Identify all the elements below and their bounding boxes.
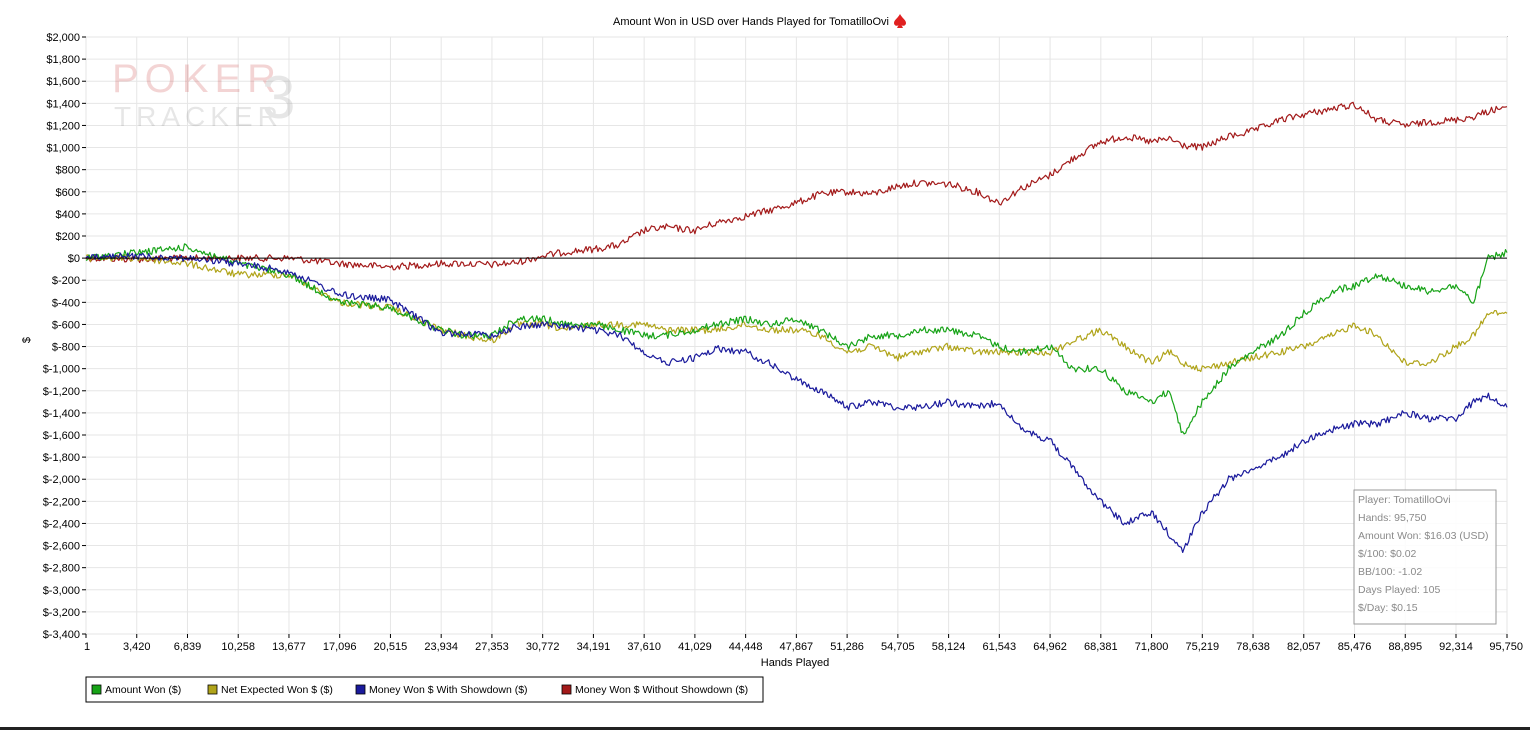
stats-line: Days Played: 105 [1358,584,1440,596]
chart-title: Amount Won in USD over Hands Played for … [613,16,889,28]
y-tick-label: $1,400 [46,98,80,110]
x-tick-label: 30,772 [526,641,560,653]
watermark-poker: POKER [112,57,282,101]
y-tick-label: $400 [56,209,80,221]
x-tick-label: 37,610 [627,641,661,653]
pokertracker-watermark: POKER 3 TRACKER [112,57,295,132]
stats-box-frame [1353,489,1497,625]
watermark-digit: 3 [262,64,295,131]
y-tick-label: $1,200 [46,120,80,132]
y-tick-label: $-800 [52,342,80,354]
y-tick-label: $-2,200 [43,496,80,508]
x-tick-label: 23,934 [424,641,458,653]
x-tick-label: 10,258 [221,641,255,653]
y-axis-label: $ [21,337,33,343]
legend-swatch [561,684,572,695]
x-tick-label: 68,381 [1084,641,1118,653]
legend-label: Money Won $ Without Showdown ($) [575,684,748,696]
legend-label: Money Won $ With Showdown ($) [369,684,528,696]
spade-icon [894,14,906,28]
y-tick-label: $-1,400 [43,408,80,420]
stats-line: $/Day: $0.15 [1358,602,1418,614]
y-tick-label: $0 [68,253,80,265]
x-tick-label: 27,353 [475,641,509,653]
x-tick-label: 41,029 [678,641,712,653]
x-tick-label: 88,895 [1388,641,1422,653]
x-tick-label: 51,286 [830,641,864,653]
x-axis-label: Hands Played [761,657,830,669]
stats-line: Amount Won: $16.03 (USD) [1358,530,1489,542]
y-tick-label: $-2,600 [43,541,80,553]
y-tick-label: $800 [56,165,80,177]
y-tick-label: $1,000 [46,143,80,155]
x-tick-label: 61,543 [983,641,1017,653]
y-tick-label: $-1,200 [43,386,80,398]
x-tick-label: 54,705 [881,641,915,653]
y-tick-label: $-1,600 [43,430,80,442]
x-tick-label: 17,096 [323,641,357,653]
x-tick-label: 20,515 [374,641,408,653]
stats-line: $/100: $0.02 [1358,548,1417,560]
legend-items: Amount Won ($) Net Expected Won $ ($) Mone… [91,684,748,696]
series-lines [85,101,1508,554]
x-tick-label: 44,448 [729,641,763,653]
bottom-border [0,727,1530,730]
legend-swatch [355,684,366,695]
series-line-1 [85,243,1508,435]
y-tick-label: $2,000 [46,32,80,44]
y-tick-label: $-400 [52,297,80,309]
y-tick-label: $-1,800 [43,452,80,464]
y-tick-label: $-3,000 [43,585,80,597]
x-tick-label: 47,867 [780,641,814,653]
y-tick-label: $1,600 [46,76,80,88]
x-tick-label: 64,962 [1033,641,1067,653]
legend-swatch [207,684,218,695]
x-tick-label: 6,839 [174,641,202,653]
legend-label: Amount Won ($) [105,684,181,696]
y-tick-label: $-600 [52,319,80,331]
x-tick-label: 85,476 [1338,641,1372,653]
y-tick-label: $-200 [52,275,80,287]
legend-frame [85,676,764,703]
y-tick-label: $-3,400 [43,629,80,641]
y-tick-label: $200 [56,231,80,243]
stats-line: BB/100: -1.02 [1358,566,1422,578]
y-tick-label: $-1,000 [43,364,80,376]
y-tick-label: $-2,400 [43,518,80,530]
legend-label: Net Expected Won $ ($) [221,684,333,696]
x-tick-label: 13,677 [272,641,306,653]
legend-swatch [91,684,102,695]
watermark-tracker: TRACKER [114,101,283,132]
x-tick-label: 75,219 [1185,641,1219,653]
x-tick-label: 1 [84,641,90,653]
y-tick-label: $-3,200 [43,607,80,619]
x-tick-label: 82,057 [1287,641,1321,653]
stats-lines: Player: TomatilloOvi Hands: 95,750 Amount … [1358,494,1489,614]
stats-line: Player: TomatilloOvi [1358,494,1451,506]
series-line-3 [85,252,1508,554]
stats-box: Player: TomatilloOvi Hands: 95,750 Amount … [1353,489,1497,625]
y-axis-ticks: $2,000 $1,800 $1,600 $1,400 $1,200 $1,000 $800… [43,32,86,641]
x-axis-ticks: 1 3,420 6,839 10,258 13,677 17,096 20,515 23,93… [84,634,1523,653]
legend: Amount Won ($) Net Expected Won $ ($) Mone… [85,676,764,703]
y-tick-label: $600 [56,187,80,199]
x-tick-label: 95,750 [1489,641,1523,653]
x-tick-label: 3,420 [123,641,151,653]
x-tick-label: 58,124 [932,641,966,653]
x-tick-label: 71,800 [1135,641,1169,653]
series-line-2 [85,254,1508,373]
stats-line: Hands: 95,750 [1358,512,1426,524]
y-tick-label: $-2,800 [43,563,80,575]
y-tick-label: $-2,000 [43,474,80,486]
y-tick-label: $1,800 [46,54,80,66]
x-tick-label: 78,638 [1236,641,1270,653]
series-line-4 [85,101,1508,271]
x-tick-label: 34,191 [577,641,611,653]
x-tick-label: 92,314 [1439,641,1473,653]
